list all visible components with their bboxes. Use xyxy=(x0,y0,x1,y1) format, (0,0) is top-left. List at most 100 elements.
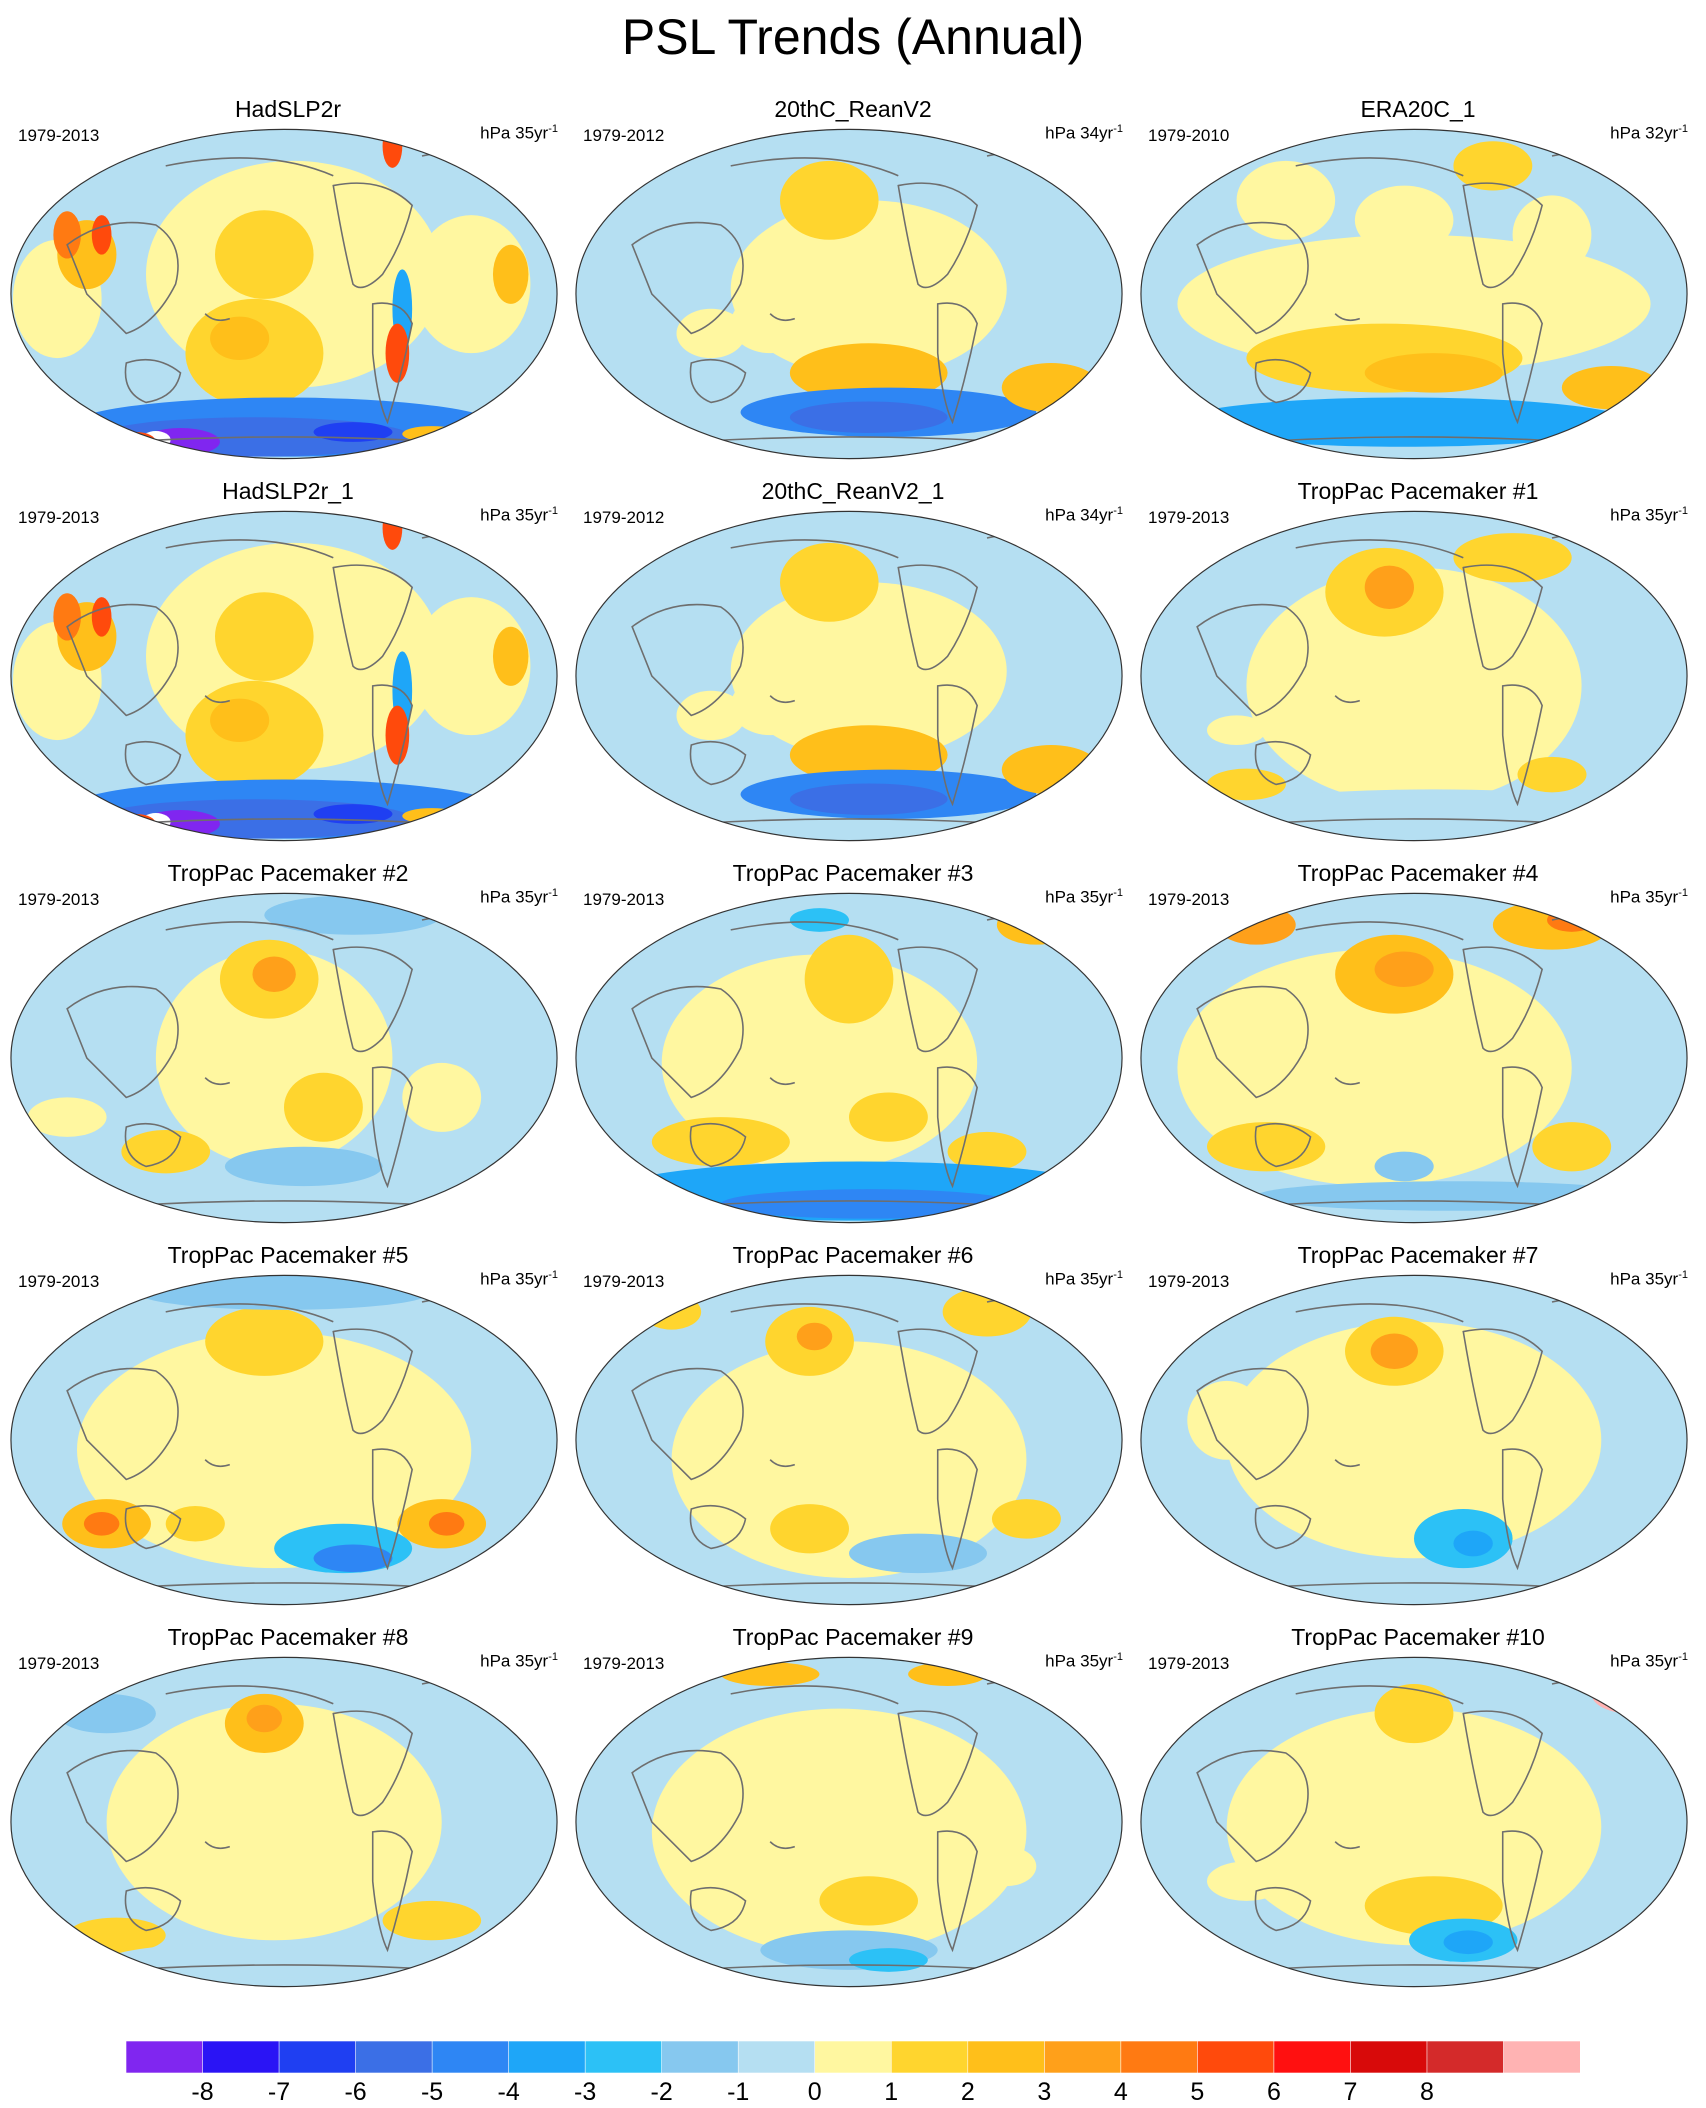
panel-units: hPa 32yr-1 xyxy=(1610,123,1688,143)
coastline xyxy=(730,921,899,941)
trend-contour xyxy=(215,592,314,681)
units-years: 35 xyxy=(1080,1651,1100,1671)
map-panel: TropPac Pacemaker #9 1979-2013 hPa 35yr-1 xyxy=(573,1624,1133,2004)
coastline xyxy=(936,302,978,425)
trend-contour xyxy=(106,1940,501,1980)
panel-units: hPa 35yr-1 xyxy=(480,505,558,525)
trend-contour xyxy=(1443,1930,1493,1955)
trend-contour xyxy=(780,542,879,622)
panel-title: HadSLP2r xyxy=(234,96,342,122)
panel-period: 1979-2013 xyxy=(1148,1654,1230,1673)
trend-contour xyxy=(780,160,879,240)
trend-contour xyxy=(116,814,156,834)
colorbar-tick-label: -4 xyxy=(497,2078,520,2106)
panel-title: HadSLP2r_1 xyxy=(222,478,354,504)
trend-contour xyxy=(402,1062,482,1132)
coastline xyxy=(204,1841,231,1850)
trend-contour xyxy=(676,690,746,741)
coastline xyxy=(769,1459,796,1468)
map-panel: TropPac Pacemaker #8 1979-2013 hPa 35yr-1 xyxy=(8,1624,568,2004)
units-years: 32 xyxy=(1645,123,1665,143)
units-base: hPa xyxy=(480,1269,511,1289)
colorbar-tick-label: 1 xyxy=(884,2078,899,2106)
map-panel: ERA20C_1 1979-2010 hPa 32yr-1 xyxy=(1138,96,1698,476)
map-panel: TropPac Pacemaker #10 1979-2013 hPa 35yr-1 xyxy=(1138,1624,1698,2004)
coastline xyxy=(730,1685,899,1705)
trend-contour xyxy=(1315,1430,1414,1509)
coastline xyxy=(1256,436,1572,443)
trend-contour xyxy=(1561,365,1661,410)
units-years: 35 xyxy=(1645,505,1665,525)
coastline xyxy=(165,1685,334,1705)
coastline xyxy=(631,985,744,1099)
psl-trend-map xyxy=(575,1656,1123,1988)
trend-contour xyxy=(977,1846,1037,1887)
trend-contour xyxy=(382,129,403,168)
panel-period: 1979-2012 xyxy=(583,126,665,145)
trend-contour xyxy=(385,705,410,765)
panel-units: hPa 35yr-1 xyxy=(1610,1269,1688,1289)
map-border xyxy=(1140,510,1688,842)
coastline xyxy=(165,1303,334,1323)
units-years: 35 xyxy=(1080,887,1100,907)
coastline xyxy=(126,1200,442,1207)
coastline xyxy=(1334,1459,1361,1468)
units-years: 34 xyxy=(1080,505,1100,525)
coastline xyxy=(1295,1303,1464,1323)
units-base: hPa xyxy=(1610,1269,1641,1289)
coastline xyxy=(1462,1710,1544,1817)
units-base: hPa xyxy=(480,1651,511,1671)
coastline xyxy=(1295,1685,1464,1705)
trend-contour xyxy=(789,725,948,785)
coastline xyxy=(897,1328,979,1435)
coastline xyxy=(691,1582,1007,1589)
map-border xyxy=(575,1656,1123,1988)
coastline xyxy=(691,1964,1007,1971)
panel-title: TropPac Pacemaker #10 xyxy=(1291,1624,1545,1650)
panel-title: TropPac Pacemaker #4 xyxy=(1297,860,1539,886)
psl-trend-map xyxy=(1140,892,1688,1224)
map-panel: TropPac Pacemaker #1 1979-2013 hPa 35yr-1 xyxy=(1138,478,1698,858)
trend-contour xyxy=(116,432,156,452)
coastline xyxy=(1196,985,1309,1099)
trend-contour xyxy=(1207,715,1267,745)
coastline xyxy=(204,1459,231,1468)
colorbar-swatch xyxy=(1044,2040,1122,2074)
colorbar-swatch xyxy=(1120,2040,1199,2074)
units-base: hPa xyxy=(1045,505,1076,525)
coastline xyxy=(1256,1582,1572,1589)
coastline xyxy=(897,946,979,1053)
map-border xyxy=(10,128,558,460)
trend-contour xyxy=(284,1072,363,1142)
coastline xyxy=(1196,221,1309,335)
trend-contour xyxy=(224,1146,383,1187)
figure-title: PSL Trends (Annual) xyxy=(621,9,1085,65)
coastline xyxy=(689,1122,747,1168)
map-panel: TropPac Pacemaker #7 1979-2013 hPa 35yr-1 xyxy=(1138,1242,1698,1622)
trend-contour xyxy=(264,895,442,935)
coastline xyxy=(1501,1830,1543,1953)
trend-contour xyxy=(83,1511,120,1536)
panel-title: TropPac Pacemaker #7 xyxy=(1297,1242,1539,1268)
trend-contour xyxy=(205,1306,324,1376)
panel-period: 1979-2013 xyxy=(18,508,100,527)
coastline xyxy=(1295,539,1464,559)
trend-contour xyxy=(136,1275,432,1310)
panel-period: 1979-2013 xyxy=(1148,890,1230,909)
coastline xyxy=(126,436,442,443)
coastline xyxy=(1196,603,1309,717)
colorbar-swatch xyxy=(278,2040,357,2074)
trend-contour xyxy=(91,215,112,255)
panel-units: hPa 35yr-1 xyxy=(1045,887,1123,907)
trend-contour xyxy=(1207,768,1286,801)
psl-trend-map xyxy=(10,892,558,1224)
trend-contour xyxy=(720,1189,1017,1219)
colorbar-tick-label: 7 xyxy=(1343,2078,1358,2106)
units-years: 35 xyxy=(515,505,535,525)
coastline xyxy=(1254,358,1312,404)
units-base: hPa xyxy=(1045,887,1076,907)
trend-contour xyxy=(1532,1122,1612,1172)
coastline xyxy=(631,221,744,335)
colorbar-swatch xyxy=(126,2040,204,2074)
psl-trend-map xyxy=(10,128,558,460)
